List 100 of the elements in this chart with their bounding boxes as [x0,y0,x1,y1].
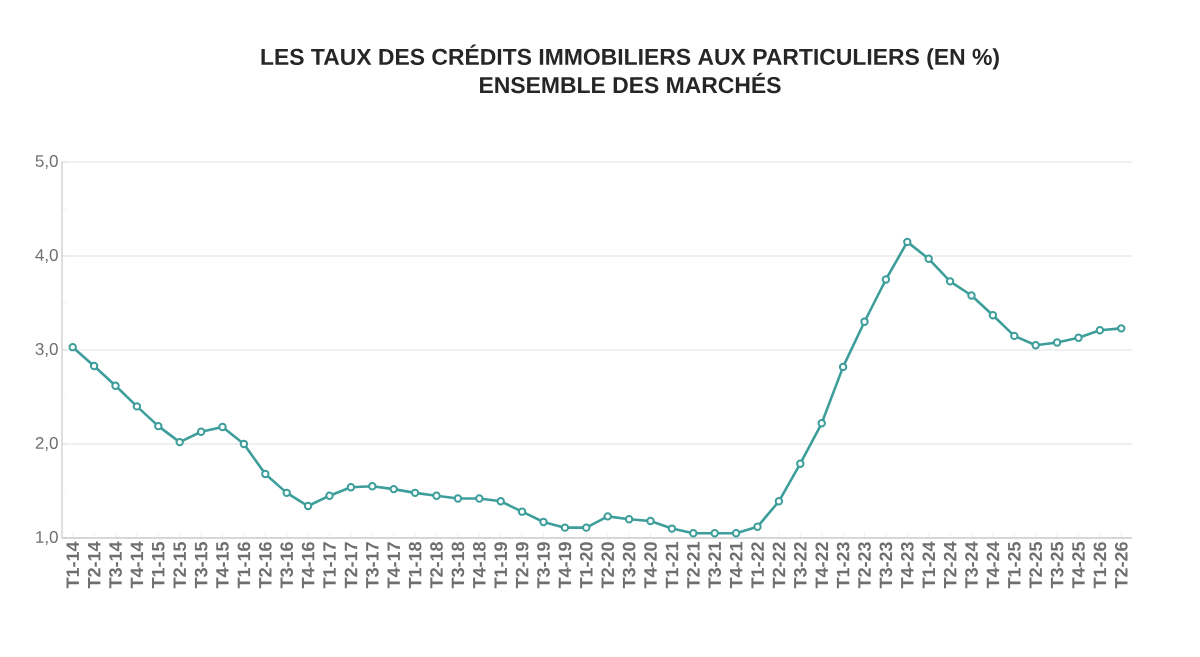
x-tick-label: T1-19 [494,542,508,589]
x-tick-label: T2-18 [430,542,443,589]
point [389,484,398,494]
point [1010,331,1019,341]
point [796,459,805,468]
point [1052,338,1062,347]
point [774,497,784,506]
x-tick-label: T4-25 [1072,542,1085,589]
point [881,275,891,284]
point [967,291,976,300]
point [517,507,527,516]
point [496,497,505,506]
x-tick-label: T1-14 [66,541,79,589]
x-tick-label: T3-24 [965,541,978,589]
x-tick-label: T2-16 [258,542,272,589]
x-tick-label: T1-23 [836,542,850,589]
point [368,482,377,491]
x-tick-label: T2-21 [687,542,700,589]
x-tick-label: T2-20 [601,542,615,589]
x-tick-label: T3-16 [280,542,294,589]
y-tick-label: 3,0 [35,342,58,357]
point [196,427,206,436]
x-tick-label: T3-22 [793,542,807,589]
point [325,491,334,500]
point [303,501,313,511]
point [817,419,826,428]
point [1095,326,1105,335]
x-tick-label: T3-21 [708,542,722,589]
x-tick-label: T2-19 [515,542,529,589]
y-tick-label: 4,0 [35,248,58,263]
point [988,311,998,320]
x-tick-label: T4-19 [558,542,572,589]
x-tick-label: T1-26 [1093,542,1107,589]
x-tick-label: T4-15 [216,542,229,589]
point [710,529,719,538]
x-tick-label: T2-23 [858,542,871,589]
x-tick-label: T2-25 [1029,542,1043,589]
point [731,529,741,538]
x-tick-label: T2-22 [772,542,786,589]
point [838,362,848,372]
point [282,488,291,498]
point [560,523,570,532]
x-tick-label: T2-26 [1114,542,1128,589]
x-tick-label: T3-14 [109,541,122,589]
point [132,402,142,411]
x-tick-label: T1-17 [323,542,336,589]
point [1074,333,1083,342]
x-tick-label: T3-19 [537,542,550,589]
x-tick-label: T3-23 [879,542,893,589]
y-tick-label: 5,0 [35,154,58,169]
point [945,277,955,286]
point [410,488,420,498]
x-tick-label: T1-22 [751,542,764,589]
x-tick-label: T3-15 [194,542,208,589]
point [218,422,227,432]
point [154,421,163,431]
x-tick-label: T1-24 [922,541,935,589]
x-tick-label: T1-21 [665,542,679,589]
point [539,517,548,527]
point [111,381,120,390]
x-tick-label: T4-24 [986,541,1000,589]
point [475,494,484,503]
point [432,491,441,500]
point [860,317,869,326]
y-tick-label: 1,0 [36,530,58,545]
y-tick-label: 2,0 [35,436,58,451]
point [89,361,99,371]
point [239,439,249,449]
x-tick-label: T3-20 [622,542,636,589]
x-tick-label: T4-23 [900,542,914,589]
point [924,254,933,264]
chart-title: LES TAUX DES CRÉDITS IMMOBILIERS AUX PARTICULIERS (EN %) [261,44,999,70]
point [1117,324,1126,333]
x-tick-label: T4-16 [301,542,315,589]
x-tick-label: T2-14 [87,541,101,589]
point [582,523,591,532]
x-tick-label: T1-20 [579,542,593,589]
x-tick-label: T3-18 [451,542,465,589]
x-tick-label: T4-22 [815,542,828,589]
point [903,237,912,247]
x-tick-label: T4-20 [644,542,657,589]
x-tick-label: T3-25 [1050,542,1064,589]
x-tick-label: T1-16 [237,542,251,589]
point [603,512,612,521]
point [68,342,77,352]
point [753,522,762,531]
point [624,514,634,524]
x-tick-label: T2-17 [344,542,358,589]
x-tick-label: T2-15 [173,542,187,589]
point [646,516,655,526]
x-tick-label: T4-14 [130,541,144,589]
x-tick-label: T4-18 [472,542,486,589]
point [689,529,698,538]
x-tick-label: T4-17 [387,542,400,589]
point [346,483,356,492]
point [453,494,463,503]
point [1031,341,1040,350]
x-tick-label: T3-17 [365,542,379,589]
x-tick-label: T2-24 [943,541,957,589]
point [175,437,184,447]
